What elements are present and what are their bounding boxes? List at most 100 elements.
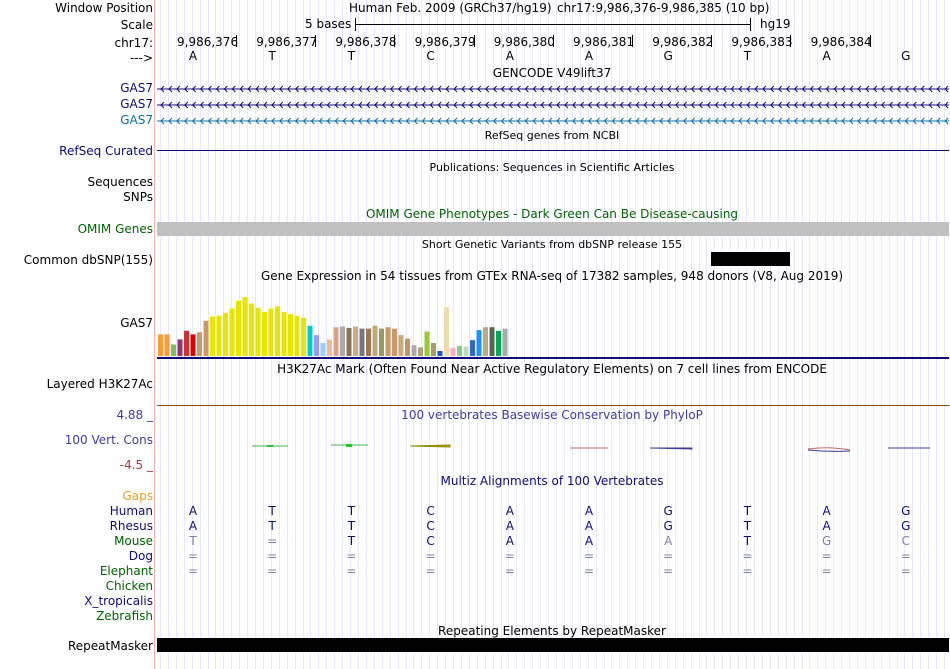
- strand-arrow: [738, 117, 743, 125]
- strand-arrow: [485, 101, 490, 109]
- strand-arrow: [683, 101, 688, 109]
- publications-snps-label[interactable]: SNPs: [123, 190, 153, 204]
- ruler-base[interactable]: C: [426, 49, 435, 63]
- omim-label[interactable]: OMIM Genes: [77, 222, 153, 236]
- ruler-tick: [790, 35, 792, 47]
- strand-arrow: [548, 85, 553, 93]
- ruler-base[interactable]: T: [347, 49, 356, 63]
- dbsnp-variant[interactable]: [711, 252, 790, 266]
- strand-arrow: [659, 101, 664, 109]
- ruler-base[interactable]: G: [663, 49, 673, 63]
- strand-arrow: [865, 117, 870, 125]
- refseq-feature[interactable]: [157, 150, 949, 151]
- strand-arrow: [168, 117, 173, 125]
- strand-arrow: [342, 101, 347, 109]
- strand-arrow: [389, 117, 395, 125]
- strand-arrow: [437, 85, 442, 93]
- gencode-gene-feature[interactable]: [157, 84, 949, 94]
- gencode-gene-label[interactable]: GAS7: [120, 81, 153, 95]
- multiz-species-label[interactable]: Rhesus: [109, 519, 153, 533]
- strand-arrow: [255, 117, 260, 125]
- dbsnp-label[interactable]: Common dbSNP(155): [23, 253, 153, 267]
- publications-sequences-label[interactable]: Sequences: [87, 175, 153, 189]
- strand-arrow: [318, 85, 323, 93]
- ruler-base[interactable]: A: [505, 49, 514, 63]
- strand-arrow: [191, 85, 197, 93]
- h3k27ac-label[interactable]: Layered H3K27Ac: [46, 377, 153, 391]
- strand-arrow: [801, 117, 806, 125]
- strand-arrow: [556, 85, 561, 93]
- strand-arrow: [572, 85, 577, 93]
- ruler-base[interactable]: A: [188, 49, 198, 63]
- strand-arrow: [785, 101, 791, 109]
- gtex-tissue-bar: [359, 328, 365, 356]
- ruler-tick: [711, 35, 713, 47]
- ruler-base[interactable]: T: [268, 49, 276, 63]
- gtex-tissue-bar: [184, 330, 189, 356]
- omim-feature[interactable]: [157, 222, 949, 236]
- strand-arrow: [215, 117, 220, 125]
- multiz-species-label[interactable]: Chicken: [105, 579, 153, 593]
- ruler-base[interactable]: G: [901, 49, 911, 63]
- strand-arrow: [508, 101, 513, 109]
- multiz-base: A: [664, 534, 673, 548]
- gtex-label[interactable]: GAS7: [120, 316, 153, 330]
- strand-arrow: [572, 101, 577, 109]
- multiz-species-label[interactable]: Mouse: [114, 534, 153, 548]
- gencode-gene-feature[interactable]: [157, 100, 949, 110]
- gtex-tissue-bar: [444, 307, 449, 356]
- strand-arrow: [516, 101, 521, 109]
- multiz-species-label[interactable]: X_tropicalis: [84, 594, 153, 608]
- strand-arrow: [477, 101, 482, 109]
- multiz-base: A: [505, 504, 514, 518]
- multiz-base: C: [426, 519, 435, 533]
- multiz-species-label[interactable]: Elephant: [99, 564, 153, 578]
- strand-arrow: [936, 117, 941, 125]
- strand-arrow: [619, 85, 624, 93]
- phylop-label[interactable]: 100 Vert. Cons: [64, 433, 153, 447]
- strand-arrow: [191, 101, 197, 109]
- ruler-base[interactable]: A: [822, 49, 831, 63]
- repeatmasker-label[interactable]: RepeatMasker: [67, 639, 153, 653]
- phylop-max-label: 4.88 _: [116, 408, 153, 422]
- strand-arrow: [294, 117, 299, 125]
- gtex-tissue-bar: [203, 320, 209, 356]
- strand-arrow: [801, 85, 806, 93]
- strand-arrow: [841, 101, 846, 109]
- strand-arrow: [785, 117, 791, 125]
- ruler-base[interactable]: A: [584, 49, 594, 63]
- multiz-species-label[interactable]: Human: [109, 504, 153, 518]
- gtex-tissue-bar: [158, 334, 163, 356]
- strand-arrow: [358, 117, 363, 125]
- strand-arrow: [896, 117, 901, 125]
- gtex-tissue-bar: [340, 326, 345, 356]
- strand-arrow: [532, 85, 537, 93]
- multiz-base: G: [663, 519, 673, 533]
- multiz-species-label[interactable]: Zebrafish: [96, 609, 153, 623]
- gtex-tissue-bar: [463, 346, 469, 356]
- multiz-species-label[interactable]: Gaps: [122, 489, 153, 503]
- strand-arrow: [746, 101, 751, 109]
- strand-arrow: [619, 117, 624, 125]
- strand-arrow: [635, 117, 640, 125]
- strand-arrow: [374, 85, 379, 93]
- strand-arrow: [413, 85, 418, 93]
- gencode-gene-label[interactable]: GAS7: [120, 113, 153, 127]
- strand-arrow: [176, 117, 181, 125]
- repeatmasker-feature[interactable]: [157, 638, 949, 652]
- gencode-gene-feature[interactable]: [157, 116, 949, 126]
- strand-arrow: [500, 101, 505, 109]
- strand-arrow: [239, 101, 244, 109]
- strand-arrow: [334, 117, 339, 125]
- strand-arrow: [405, 85, 410, 93]
- strand-arrow: [255, 101, 260, 109]
- multiz-base: T: [347, 504, 356, 518]
- refseq-label[interactable]: RefSeq Curated: [59, 144, 153, 158]
- gtex-tissue-bar: [190, 334, 196, 356]
- multiz-species-label[interactable]: Dog: [128, 549, 153, 563]
- gtex-tissue-bar: [366, 328, 371, 356]
- ruler-base[interactable]: T: [743, 49, 752, 63]
- gencode-gene-label[interactable]: GAS7: [120, 97, 153, 111]
